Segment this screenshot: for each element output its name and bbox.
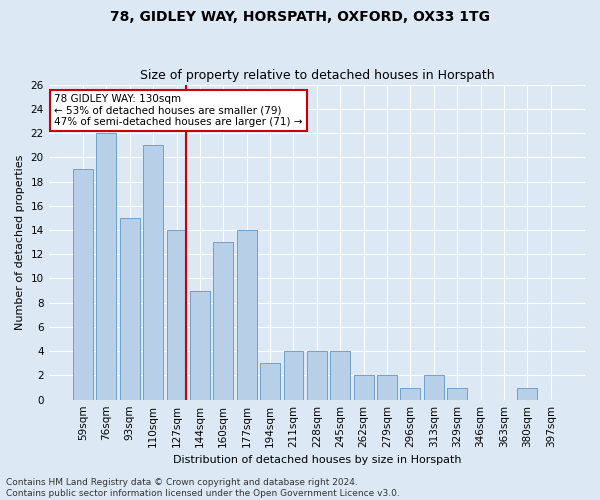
Text: 78, GIDLEY WAY, HORSPATH, OXFORD, OX33 1TG: 78, GIDLEY WAY, HORSPATH, OXFORD, OX33 1… <box>110 10 490 24</box>
Bar <box>400 388 421 400</box>
Text: Contains HM Land Registry data © Crown copyright and database right 2024.
Contai: Contains HM Land Registry data © Crown c… <box>6 478 400 498</box>
Text: 78 GIDLEY WAY: 130sqm
← 53% of detached houses are smaller (79)
47% of semi-deta: 78 GIDLEY WAY: 130sqm ← 53% of detached … <box>54 94 302 127</box>
Bar <box>424 376 443 400</box>
Y-axis label: Number of detached properties: Number of detached properties <box>15 154 25 330</box>
Bar <box>143 145 163 400</box>
Bar <box>73 170 93 400</box>
Bar <box>330 351 350 400</box>
Bar <box>167 230 187 400</box>
Bar <box>377 376 397 400</box>
Bar <box>97 133 116 400</box>
Bar <box>284 351 304 400</box>
Bar <box>120 218 140 400</box>
Bar <box>517 388 537 400</box>
Title: Size of property relative to detached houses in Horspath: Size of property relative to detached ho… <box>140 69 494 82</box>
Bar <box>237 230 257 400</box>
Bar <box>214 242 233 400</box>
Bar <box>260 364 280 400</box>
Bar <box>190 290 210 400</box>
Bar <box>353 376 374 400</box>
Bar <box>307 351 327 400</box>
Bar <box>447 388 467 400</box>
X-axis label: Distribution of detached houses by size in Horspath: Distribution of detached houses by size … <box>173 455 461 465</box>
